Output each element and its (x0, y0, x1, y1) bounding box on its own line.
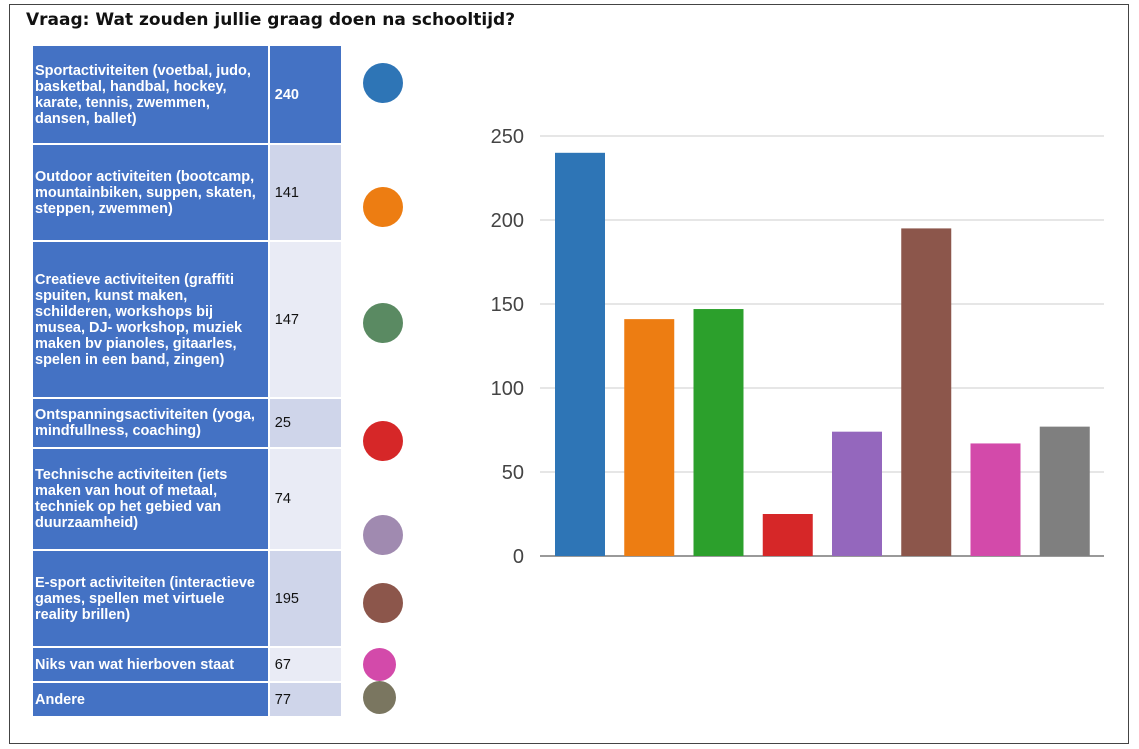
bar (832, 431, 882, 556)
category-cell: Sportactiviteiten (voetbal, judo, basket… (33, 46, 268, 143)
value-cell: 77 (269, 683, 341, 716)
table-row: E-sport activiteiten (interactieve games… (33, 551, 341, 646)
table-row: Creatieve activiteiten (graffiti spuiten… (33, 242, 341, 397)
bar (1039, 426, 1090, 556)
y-tick-label: 200 (491, 210, 524, 232)
value-cell: 147 (269, 242, 341, 397)
table-row: Ontspanningsactiviteiten (yoga, mindfull… (33, 399, 341, 447)
legend-dot (363, 681, 396, 714)
legend-dot (363, 648, 396, 681)
data-table: Sportactiviteiten (voetbal, judo, basket… (31, 44, 343, 718)
value-cell: 240 (269, 46, 341, 143)
legend-dot (363, 421, 403, 461)
y-tick-label: 150 (491, 294, 524, 316)
value-cell: 25 (269, 399, 341, 447)
question-title: Vraag: Wat zouden jullie graag doen na s… (26, 10, 516, 30)
category-cell: Ontspanningsactiviteiten (yoga, mindfull… (33, 399, 268, 447)
table-row: Outdoor activiteiten (bootcamp, mountain… (33, 145, 341, 240)
bar-chart: 0 50 100 150 200 250 (491, 126, 1104, 568)
bar (970, 443, 1021, 556)
category-cell: Niks van wat hierboven staat (33, 648, 268, 681)
legend-dot (363, 515, 403, 555)
table-row: Niks van wat hierboven staat 67 (33, 648, 341, 681)
bar (624, 319, 675, 556)
category-cell: Technische activiteiten (iets maken van … (33, 449, 268, 549)
legend-dot (363, 583, 403, 623)
category-cell: E-sport activiteiten (interactieve games… (33, 551, 268, 646)
y-tick-label: 250 (491, 126, 524, 148)
y-tick-label: 50 (502, 462, 524, 484)
bar (901, 228, 952, 556)
table-row: Technische activiteiten (iets maken van … (33, 449, 341, 549)
bar (555, 152, 605, 557)
bar (693, 309, 744, 556)
y-tick-label: 100 (491, 378, 524, 400)
category-cell: Outdoor activiteiten (bootcamp, mountain… (33, 145, 268, 240)
legend-dot (363, 63, 403, 103)
value-cell: 67 (269, 648, 341, 681)
legend-dot (363, 187, 403, 227)
bar (762, 514, 813, 556)
value-cell: 195 (269, 551, 341, 646)
value-cell: 141 (269, 145, 341, 240)
value-cell: 74 (269, 449, 341, 549)
table-row: Andere 77 (33, 683, 341, 716)
legend-dot (363, 303, 403, 343)
category-cell: Creatieve activiteiten (graffiti spuiten… (33, 242, 268, 397)
table-row: Sportactiviteiten (voetbal, judo, basket… (33, 46, 341, 143)
category-cell: Andere (33, 683, 268, 716)
y-tick-label: 0 (513, 546, 524, 568)
